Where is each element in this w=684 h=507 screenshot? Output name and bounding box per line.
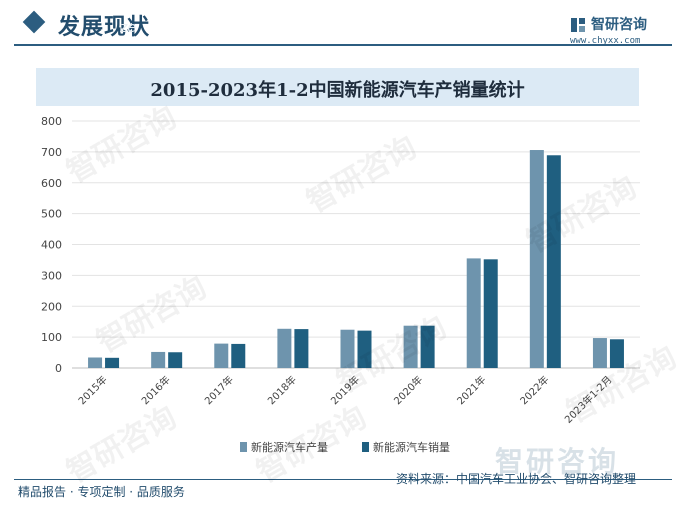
bar-sales [357,330,372,368]
x-tick-label: 2023年1-2月 [562,373,615,426]
ghost-word: ze [120,20,136,36]
bar-sales [105,357,120,368]
legend-swatch [362,442,369,452]
logo-url: www.chyxx.com [570,36,641,46]
legend-label: 新能源汽车销量 [373,440,450,454]
footer-tagline: 精品报告 · 专项定制 · 品质服务 [18,485,185,499]
bar-production [214,343,229,368]
y-tick-label: 600 [41,177,62,190]
y-tick-label: 500 [41,208,62,221]
bar-production [403,325,418,368]
bar-production [592,338,607,368]
y-tick-label: 400 [41,239,62,252]
bar-sales [231,343,246,368]
y-tick-label: 300 [41,269,62,282]
bar-sales [609,339,624,368]
section-title: 发展现状 [58,15,151,40]
footer-divider [14,479,672,480]
y-tick-label: 200 [41,300,62,313]
x-tick-label: 2017年 [202,373,236,407]
bar-sales [294,329,309,368]
x-tick-label: 2015年 [75,373,109,407]
chart-title-bar: 2015-2023年1-2中国新能源汽车产销量统计 [36,68,639,106]
bar-production [466,258,481,368]
y-tick-label: 100 [41,331,62,344]
watermark-logo: 智研咨询 [495,445,620,478]
x-tick-label: 2016年 [139,373,173,407]
x-tick-label: 2018年 [265,373,299,407]
header-divider [14,44,672,46]
legend-label: 新能源汽车产量 [251,440,328,454]
bar-sales [483,259,498,368]
x-tick-label: 2021年 [454,373,488,407]
y-tick-label: 0 [55,362,62,375]
bar-production [340,329,355,368]
chart-title: 2015-2023年1-2中国新能源汽车产销量统计 [150,80,525,101]
bar-sales [168,352,183,368]
legend-swatch [240,442,247,452]
bar-sales [420,325,435,368]
bar-production [88,357,103,368]
x-tick-label: 2019年 [328,373,362,407]
bar-sales [546,155,561,368]
bar-production [529,150,544,368]
bar-production [151,351,166,368]
page-header: 发展现状 ze 智研咨询 www.chyxx.com [0,0,684,50]
logo-icon [571,18,585,32]
source-note: 资料来源：中国汽车工业协会、智研咨询整理 [396,472,637,486]
x-tick-label: 2020年 [391,373,425,407]
y-tick-label: 800 [41,115,62,128]
logo-name: 智研咨询 [591,17,647,33]
bar-chart: 0 100 200 300 400 500 600 700 800 2015年 2016年 2017年… [41,115,640,454]
x-tick-label: 2022年 [517,373,551,407]
y-tick-label: 700 [41,146,62,159]
bar-production [277,328,292,368]
